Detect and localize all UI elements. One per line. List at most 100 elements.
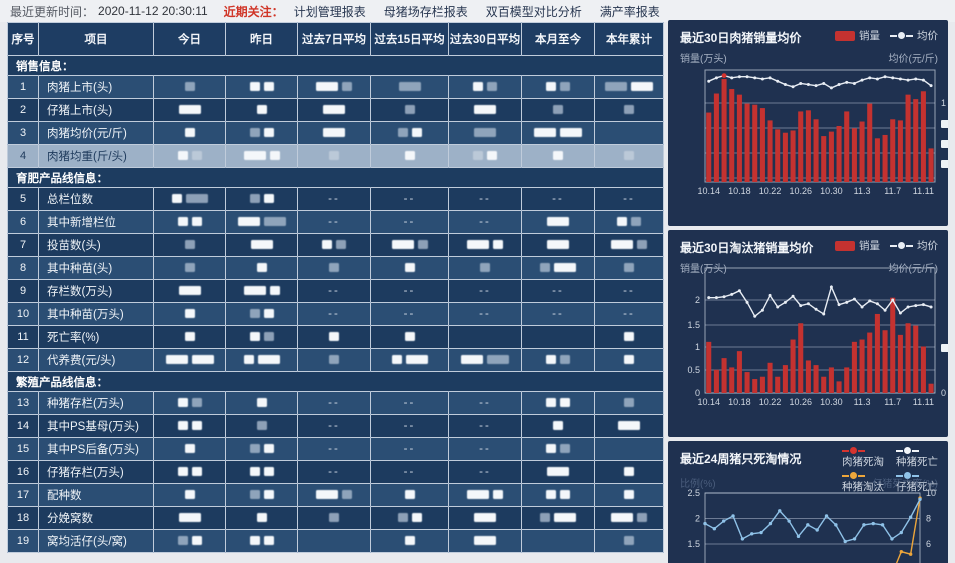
legend-bar-swatch-icon [835,30,855,41]
legend-item-均价[interactable]: 均价 [890,238,938,253]
data-cell [594,414,664,438]
row-number: 18 [7,506,39,530]
redacted-value-block [473,82,483,92]
data-cell [521,460,595,484]
redacted-value-block [391,240,414,250]
row-number: 3 [7,121,39,145]
no-data-dashes: -- [328,420,340,432]
legend-item-均价[interactable]: 均价 [890,28,938,43]
table-row-16[interactable]: 16 仔猪存栏(万头) -- -- -- [7,460,664,484]
data-cell [225,210,298,234]
data-cell [521,325,595,349]
no-data-dashes: -- [479,285,491,297]
svg-text:10.18: 10.18 [728,397,751,407]
data-cell [448,256,522,280]
svg-text:0: 0 [941,388,946,398]
table-row-12[interactable]: 12 代养费(元/头) [7,348,664,372]
redacted-value-block [540,263,550,273]
legend-line-swatch-icon [896,447,938,454]
redacted-value-block [397,128,408,138]
redacted-value-block [611,240,633,250]
data-cell [153,279,226,303]
redacted-value-block [249,444,260,454]
table-row-17[interactable]: 17 配种数 [7,483,664,507]
table-row-14[interactable]: 14 其中PS基母(万头) -- -- -- [7,414,664,438]
svg-text:10.14: 10.14 [697,186,720,196]
redacted-value-block [191,536,202,546]
redacted-value-block [487,151,497,161]
data-cell: -- [370,302,449,326]
redacted-value-block [243,151,266,161]
legend-label: 仔猪死亡 [896,481,938,493]
legend-item-种猪淘汰[interactable]: 种猪淘汰 [842,472,884,494]
table-row-7[interactable]: 7 投苗数(头) [7,233,664,257]
redacted-value-block [316,490,338,500]
legend-item-销量[interactable]: 销量 [835,28,880,43]
chart-legend: 肉猪死淘 种猪死亡 种猪淘汰 仔猪死亡 [842,447,938,494]
data-cell [297,348,371,372]
redacted-value-block [191,217,202,227]
kpi-table: 序号 项目 今日 昨日 过去7日平均 过去15日平均 过去30日平均 本月至今 本年累计 销售信… [7,22,664,553]
data-cell: -- [370,279,449,303]
table-row-18[interactable]: 18 分娩窝数 [7,506,664,530]
data-cell: -- [448,437,522,461]
data-cell [225,325,298,349]
legend-item-肉猪死淘[interactable]: 肉猪死淘 [842,447,884,469]
data-cell [153,121,226,145]
row-item-label: 其中种苗(头) [38,256,154,280]
table-row-10[interactable]: 10 其中种苗(万头) -- -- -- -- -- [7,302,664,326]
data-cell [370,121,449,145]
table-row-15[interactable]: 15 其中PS后备(万头) -- -- -- [7,437,664,461]
recent-focus-label: 近期关注： [223,4,284,19]
redacted-value-block [624,536,634,546]
data-cell [225,302,298,326]
menu-item-double-hundred-model-analysis[interactable]: 双百模型对比分析 [485,4,582,19]
row-number: 8 [7,256,39,280]
data-cell [448,233,522,257]
table-row-2[interactable]: 2 仔猪上市(头) [7,98,664,122]
data-cell [225,75,298,99]
data-cell: -- [297,302,371,326]
redacted-value-block [624,105,634,115]
data-cell: -- [370,460,449,484]
table-row-4[interactable]: 4 肉猪均重(斤/头) [7,144,664,168]
row-number: 1 [7,75,39,99]
table-row-1[interactable]: 1 肉猪上市(头) [7,75,664,99]
redacted-value-block [178,105,201,115]
row-item-label: 其中PS后备(万头) [38,437,154,461]
table-row-19[interactable]: 19 窝均活仔(头/窝) [7,529,664,553]
svg-text:11.11: 11.11 [913,397,934,407]
svg-text:1: 1 [695,342,700,352]
table-header-row: 序号 项目 今日 昨日 过去7日平均 过去15日平均 过去30日平均 本月至今 本年累计 [7,22,664,56]
no-data-dashes: -- [328,216,340,228]
no-data-dashes: -- [403,285,416,297]
redacted-value-block [178,286,201,296]
left-axis-unit-label: 销量(万头) [680,264,727,275]
legend-item-种猪死亡[interactable]: 种猪死亡 [896,447,938,469]
menu-item-sow-farm-inventory-report[interactable]: 母猪场存栏报表 [383,4,468,19]
menu-item-plan-report[interactable]: 计划管理报表 [293,4,366,19]
column-header-7: 本月至今 [521,22,595,56]
legend-item-销量[interactable]: 销量 [835,238,880,253]
table-row-6[interactable]: 6 其中新增栏位 -- -- -- [7,210,664,234]
table-row-13[interactable]: 13 种猪存栏(万头) -- -- -- [7,391,664,415]
table-row-9[interactable]: 9 存栏数(万头) -- -- -- -- -- [7,279,664,303]
table-row-8[interactable]: 8 其中种苗(头) [7,256,664,280]
table-row-5[interactable]: 5 总栏位数 -- -- -- -- -- [7,187,664,211]
redacted-value-block [184,82,195,92]
redacted-value-block [487,355,509,365]
no-data-dashes: -- [479,420,491,432]
redacted-value-block [184,240,195,250]
legend-item-仔猪死亡[interactable]: 仔猪死亡 [896,472,938,494]
redacted-value-block [618,421,640,431]
no-data-dashes: -- [552,308,564,320]
legend-label: 销量 [859,240,880,252]
column-header-5: 过去15日平均 [370,22,449,56]
table-row-11[interactable]: 11 死亡率(%) [7,325,664,349]
redacted-value-block [547,240,569,250]
table-row-3[interactable]: 3 肉猪均价(元/斤) [7,121,664,145]
menu-item-full-capacity-report[interactable]: 满产率报表 [599,4,660,19]
legend-line-swatch-icon [896,472,938,479]
data-cell [225,144,298,168]
data-cell [448,144,522,168]
